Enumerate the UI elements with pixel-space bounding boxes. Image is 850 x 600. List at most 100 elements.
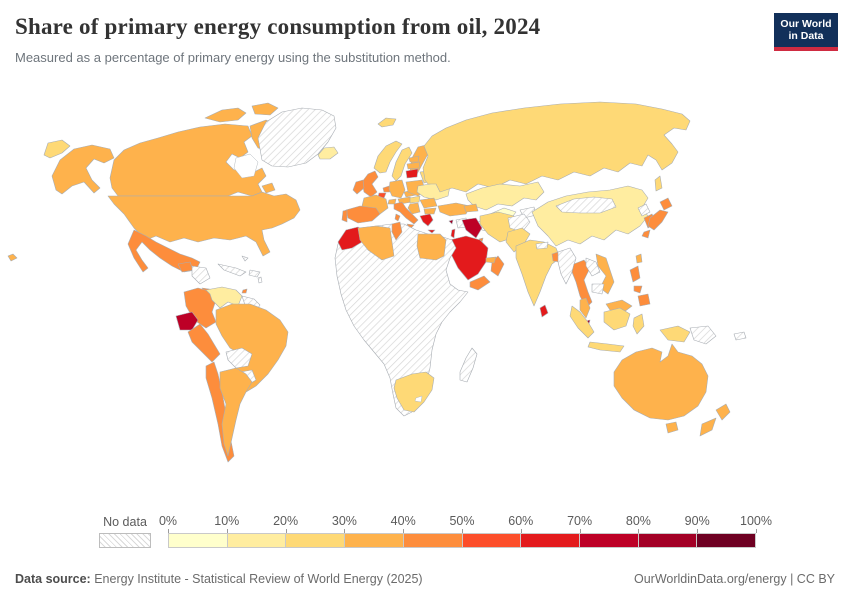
country-india[interactable] bbox=[515, 239, 561, 307]
country-mexico[interactable] bbox=[127, 229, 201, 273]
country-germany[interactable] bbox=[388, 179, 406, 199]
country-saudi-arabia[interactable] bbox=[449, 235, 489, 281]
country-hawaii[interactable] bbox=[7, 253, 18, 262]
country-russia-sakhalin[interactable] bbox=[654, 175, 663, 192]
country-canada[interactable] bbox=[109, 123, 267, 197]
country-greenland[interactable] bbox=[257, 107, 337, 168]
country-estonia[interactable] bbox=[408, 155, 420, 163]
country-guatemala[interactable] bbox=[177, 261, 194, 273]
country-cyprus[interactable] bbox=[448, 219, 454, 225]
country-algeria[interactable] bbox=[357, 225, 395, 261]
country-ireland[interactable] bbox=[352, 179, 365, 195]
country-russia[interactable] bbox=[422, 101, 691, 193]
country-cambodia[interactable] bbox=[591, 283, 605, 295]
country-tunisia[interactable] bbox=[391, 221, 403, 241]
country-bahamas[interactable] bbox=[241, 255, 249, 262]
legend-color-cell[interactable] bbox=[345, 534, 404, 547]
country-cuba[interactable] bbox=[217, 263, 247, 277]
country-sweden[interactable] bbox=[391, 146, 413, 182]
country-united-kingdom[interactable] bbox=[361, 170, 379, 198]
country-honduras-nicaragua[interactable] bbox=[191, 265, 211, 285]
country-sri-lanka[interactable] bbox=[539, 304, 549, 318]
country-iceland[interactable] bbox=[317, 146, 339, 160]
country-uae[interactable] bbox=[485, 256, 497, 264]
country-switzerland[interactable] bbox=[387, 198, 397, 205]
country-myanmar[interactable] bbox=[557, 247, 577, 285]
legend-no-data-swatch[interactable] bbox=[99, 533, 151, 548]
country-north-korea[interactable] bbox=[637, 203, 651, 217]
legend-color-cell[interactable] bbox=[227, 534, 287, 547]
country-canada[interactable] bbox=[204, 107, 247, 123]
legend-color-cell[interactable] bbox=[521, 534, 580, 547]
country-balkans[interactable] bbox=[407, 202, 421, 215]
country-philippines-luzon[interactable] bbox=[629, 265, 641, 283]
country-mongolia[interactable] bbox=[555, 196, 617, 214]
country-yemen[interactable] bbox=[469, 275, 491, 291]
country-svalbard[interactable] bbox=[377, 117, 397, 128]
country-new-zealand-north[interactable] bbox=[715, 403, 731, 421]
country-china[interactable] bbox=[531, 185, 649, 247]
country-indonesia-sulawesi[interactable] bbox=[632, 313, 645, 335]
country-indonesia-java[interactable] bbox=[587, 341, 625, 353]
country-pacific-islands[interactable] bbox=[733, 331, 747, 341]
country-italy-sardinia[interactable] bbox=[394, 213, 401, 222]
country-nepal[interactable] bbox=[535, 241, 549, 250]
country-bulgaria[interactable] bbox=[423, 207, 437, 215]
legend-color-cell[interactable] bbox=[579, 534, 639, 547]
country-philippines-mindanao[interactable] bbox=[637, 293, 651, 307]
country-canada[interactable] bbox=[251, 102, 279, 116]
credit-link[interactable]: OurWorldinData.org/energy | CC BY bbox=[633, 572, 835, 586]
country-turkey[interactable] bbox=[437, 202, 471, 217]
country-indonesia-kalimantan[interactable] bbox=[603, 307, 631, 331]
country-romania[interactable] bbox=[419, 197, 438, 209]
country-peru[interactable] bbox=[187, 323, 221, 363]
legend-color-cell[interactable] bbox=[403, 534, 463, 547]
country-australia[interactable] bbox=[613, 343, 709, 421]
country-japan[interactable] bbox=[659, 197, 673, 211]
country-bolivia[interactable] bbox=[225, 347, 253, 369]
legend-color-cell[interactable] bbox=[462, 534, 522, 547]
country-laos[interactable] bbox=[585, 257, 601, 277]
legend-color-cell[interactable] bbox=[286, 534, 346, 547]
country-ecuador[interactable] bbox=[175, 311, 199, 331]
country-south-africa[interactable] bbox=[393, 371, 435, 413]
country-madagascar[interactable] bbox=[459, 347, 478, 383]
country-tasmania[interactable] bbox=[665, 421, 679, 434]
country-greece-crete[interactable] bbox=[427, 229, 436, 234]
country-portugal[interactable] bbox=[341, 209, 348, 223]
country-greece[interactable] bbox=[419, 213, 434, 227]
country-indonesia-sumatra[interactable] bbox=[569, 305, 595, 339]
country-kazakhstan[interactable] bbox=[465, 181, 545, 211]
country-lithuania[interactable] bbox=[405, 168, 419, 179]
country-japan[interactable] bbox=[641, 229, 651, 239]
country-new-zealand-south[interactable] bbox=[699, 417, 717, 437]
country-malaysia[interactable] bbox=[579, 297, 591, 319]
legend-color-cell[interactable] bbox=[638, 534, 698, 547]
region-sub-saharan-africa[interactable] bbox=[334, 223, 469, 417]
country-israel[interactable] bbox=[450, 228, 456, 239]
country-japan[interactable] bbox=[647, 209, 669, 231]
country-brazil[interactable] bbox=[215, 303, 289, 393]
country-spain[interactable] bbox=[345, 205, 381, 224]
country-iraq[interactable] bbox=[461, 217, 483, 239]
country-caucasus[interactable] bbox=[463, 203, 479, 213]
owid-logo[interactable]: Our World in Data bbox=[774, 13, 838, 51]
country-norway[interactable] bbox=[373, 140, 403, 174]
country-russia-chukotka[interactable] bbox=[43, 139, 71, 159]
country-lesser-antilles[interactable] bbox=[257, 276, 263, 284]
country-papua-new-guinea[interactable] bbox=[689, 325, 717, 345]
country-taiwan[interactable] bbox=[635, 253, 643, 264]
country-alaska[interactable] bbox=[51, 144, 115, 195]
country-argentina[interactable] bbox=[219, 367, 253, 457]
country-trinidad[interactable] bbox=[241, 288, 248, 294]
country-philippines-visayas[interactable] bbox=[633, 285, 643, 294]
country-canada[interactable] bbox=[261, 182, 276, 194]
country-italy[interactable] bbox=[393, 201, 419, 225]
country-hungary[interactable] bbox=[409, 195, 421, 204]
country-malaysia-borneo[interactable] bbox=[605, 299, 633, 313]
country-latvia[interactable] bbox=[406, 161, 421, 170]
country-afghanistan[interactable] bbox=[507, 213, 531, 233]
legend-color-cell[interactable] bbox=[697, 534, 756, 547]
legend-color-cell[interactable] bbox=[169, 534, 228, 547]
country-indonesia-papua[interactable] bbox=[659, 325, 691, 343]
